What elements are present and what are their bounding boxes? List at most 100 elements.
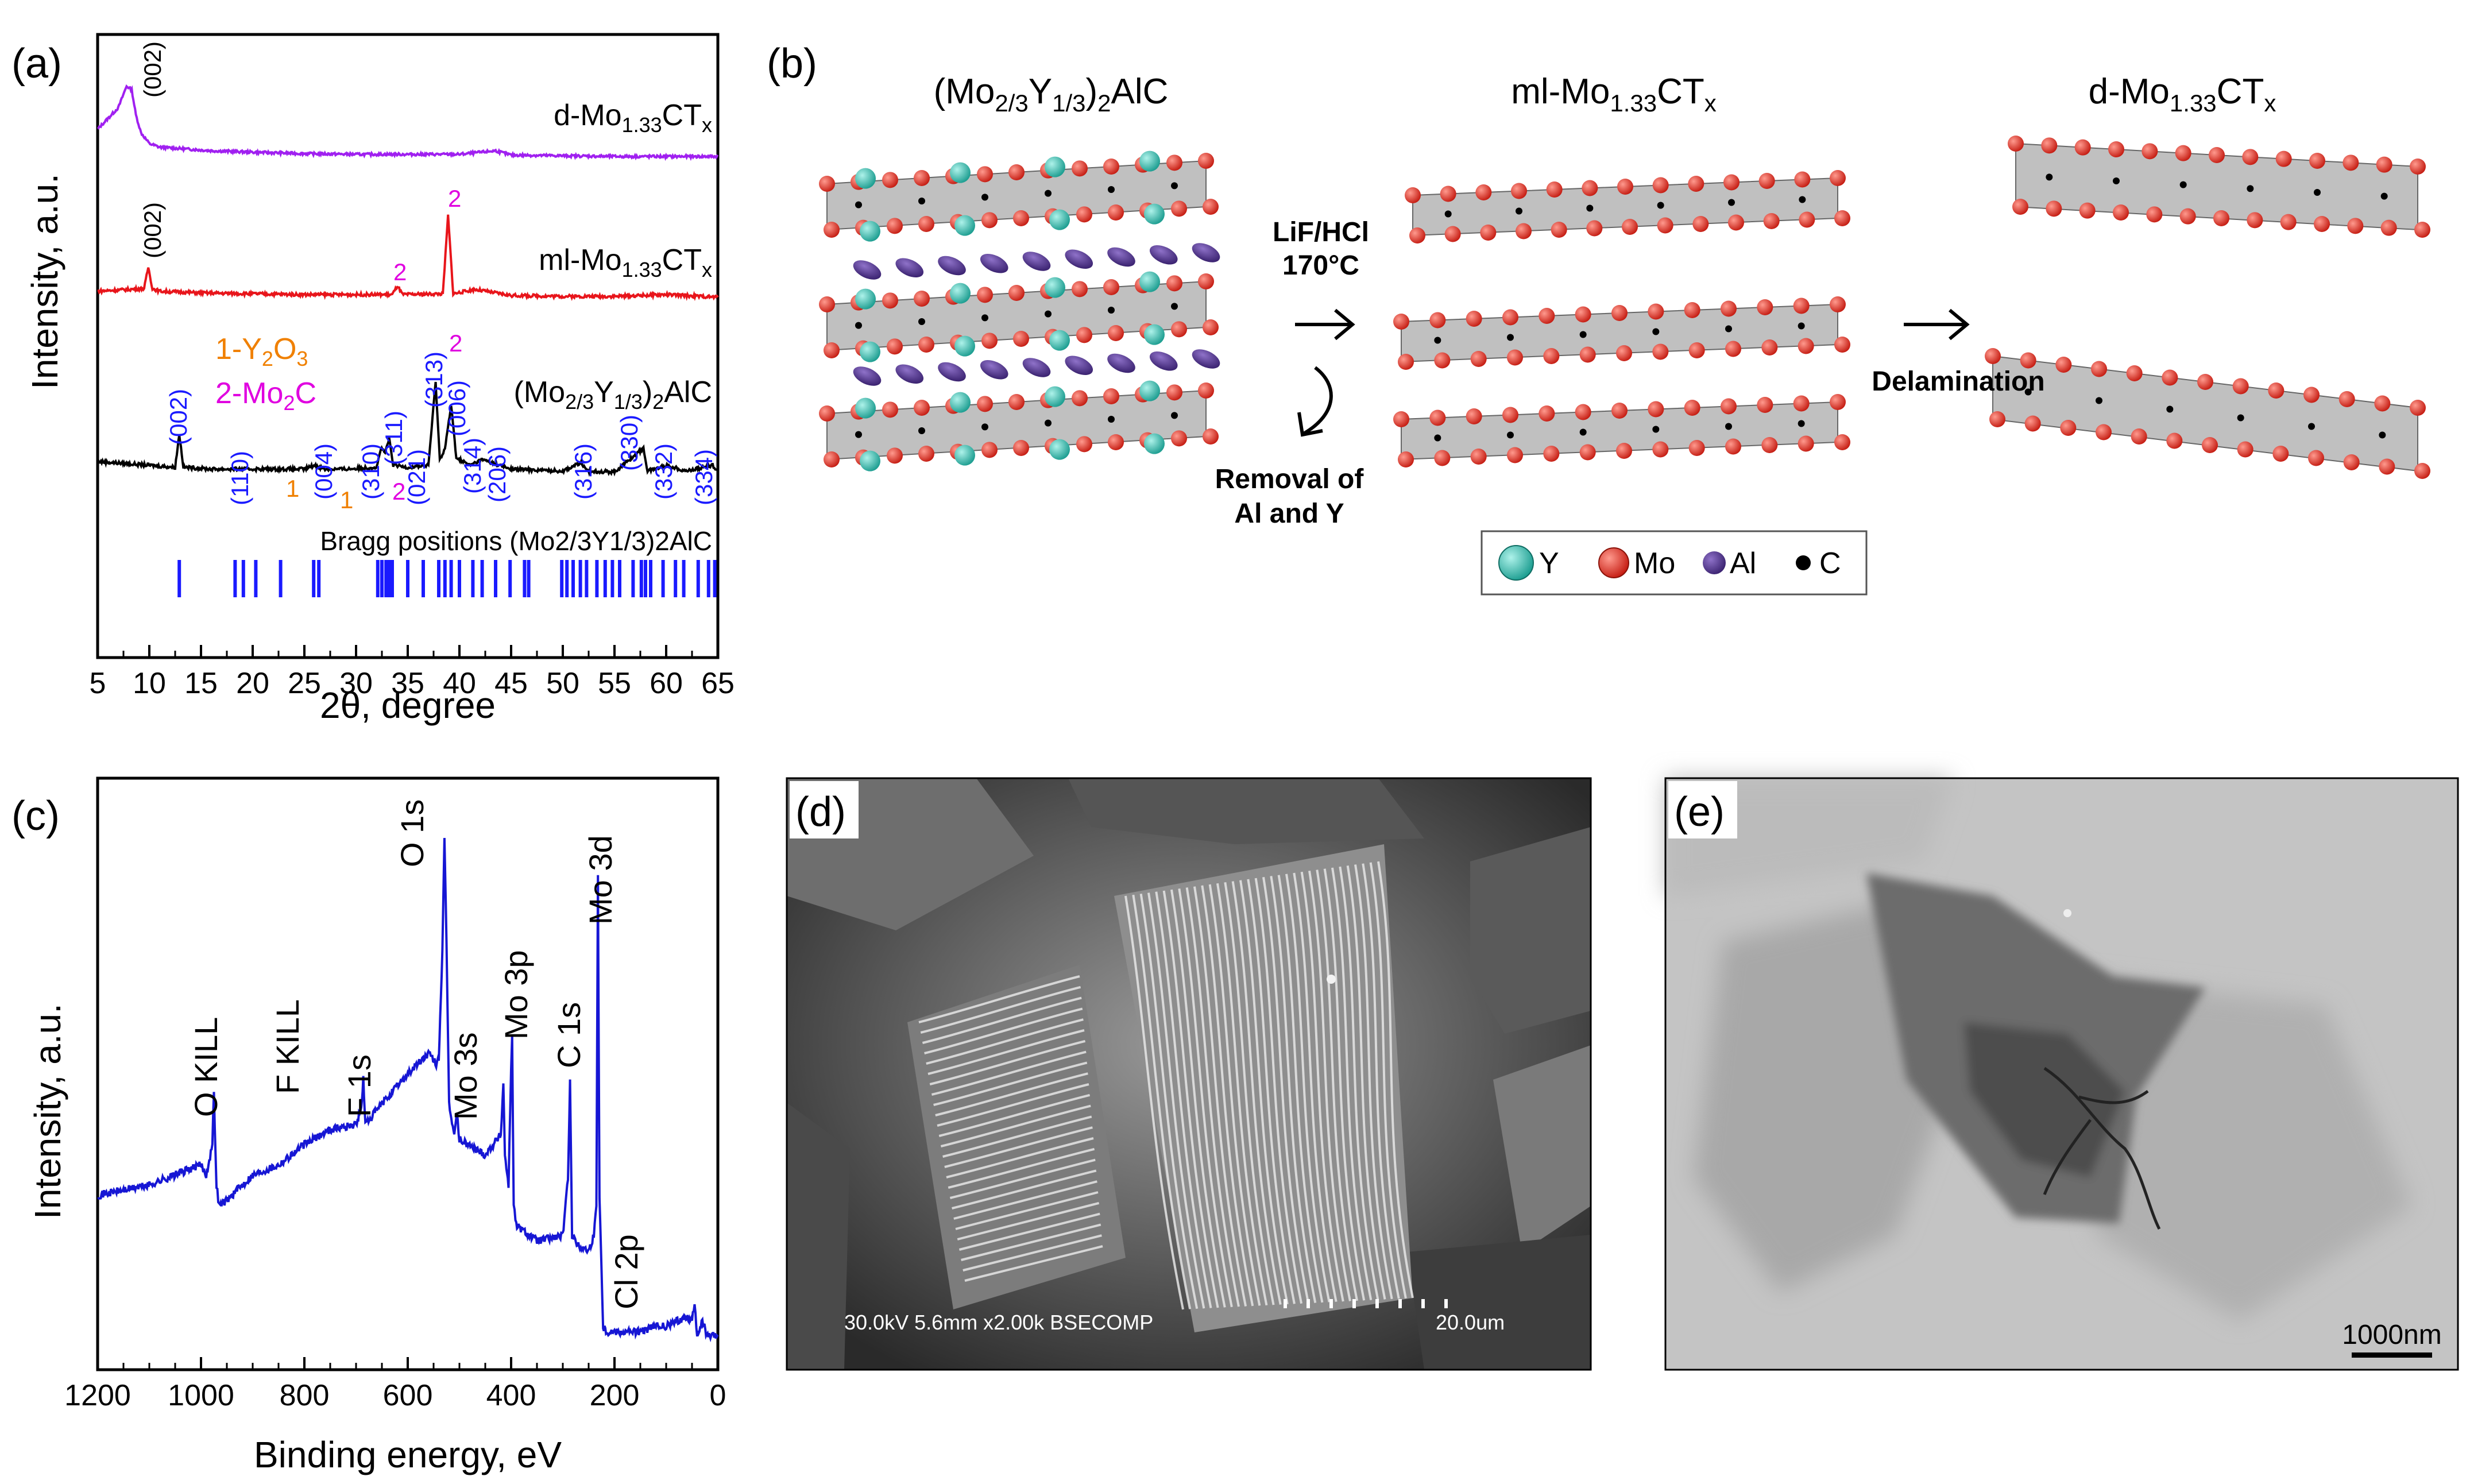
mo-atom [1429,312,1446,329]
x-tick-label-c: 800 [280,1379,330,1412]
mo-atom [819,176,835,192]
mo-atom [2414,463,2430,479]
mo-atom [2247,212,2263,229]
c-atom [1108,416,1115,423]
mo-atom [981,212,998,229]
mo-atom [1072,390,1088,407]
al-atom [1192,349,1220,369]
mo-atom [2146,206,2163,223]
al-atom [1065,249,1093,269]
mo-atom [2131,428,2147,445]
y-atom [1144,433,1165,454]
mo-atom [1166,384,1182,401]
c-atom [1657,202,1664,209]
al-atom [980,253,1008,273]
sem-layer-line [1185,887,1240,1307]
c-atom [1444,210,1452,218]
sem-layer-line [918,975,1080,1023]
mo-atom [1551,222,1567,238]
mo-atom [2179,208,2196,225]
xps-label-mo3s: Mo 3s [447,1033,484,1120]
mo-atom [1648,303,1664,320]
mo-atom [1757,397,1773,413]
series-label-ml: ml-Mo1.33CTx [539,244,712,281]
y-atom [1049,209,1070,230]
bragg-label: Bragg positions (Mo2/3Y1/3)2AlC [320,526,712,556]
mo-atom [2096,424,2112,440]
x-tick-label-a: 15 [184,667,218,700]
step-label-etchant: LiF/HCl [1273,217,1369,248]
sem-layer-line [958,1212,1100,1251]
c-atom [855,431,862,438]
peak-label-006: (006) [443,380,470,436]
mo-atom [1076,327,1092,343]
phase-mark-1a: 1 [286,475,299,502]
y-axis-label-a: Intensity, a.u. [24,173,65,389]
x-tick-label-a: 35 [391,667,424,700]
mo-atom [1830,394,1846,410]
x-tick-label-a: 20 [236,667,269,700]
peak-label-021: (021) [403,449,430,505]
mo-atom [2020,352,2036,369]
xrd-series-line [96,381,719,477]
x-tick-label-a: 25 [288,667,321,700]
atom-legend-c: C [1819,547,1841,580]
mo-atom [2209,147,2225,163]
step-label-temp: 170°C [1282,250,1359,281]
c-atom [1507,431,1514,439]
mo-atom [1076,206,1092,223]
c-atom [918,198,925,204]
xps-label-o1s: O 1s [394,799,430,867]
c-atom [2113,177,2120,184]
sem-layer-line [948,1147,1095,1189]
c-atom [1652,426,1660,433]
mo-atom [1989,411,2005,427]
mo-atom [2309,153,2325,169]
sem-layer-line [1124,895,1184,1310]
mo-atom [2314,216,2330,232]
curved-arrow-icon [1297,366,1333,437]
x-tick-label-c: 1000 [168,1379,234,1412]
x-tick-label-a: 50 [546,667,579,700]
mo-atom [1171,321,1187,338]
panel-label-box-e [1668,781,1737,838]
mo-atom [2242,149,2259,165]
mo-atom [1834,337,1850,353]
c-atom [2096,397,2102,404]
c-atom [1171,182,1178,190]
mo-atom [2237,441,2253,458]
phase-mark-1b: 1 [340,486,353,513]
x-tick-label-a: 65 [701,667,735,700]
al-atom [1192,243,1220,262]
mo-atom [1684,302,1700,318]
phase-mark-2c: 2 [448,185,461,212]
tem-speck [2063,909,2071,917]
c-atom [2237,414,2244,422]
series-group-a [96,84,719,477]
mo-atom [1622,219,1638,235]
sem-layer-line [944,1126,1093,1168]
mo-atom [1502,407,1518,423]
xrd-series-line [97,84,719,161]
sem-layer-line [1139,894,1199,1309]
c-atom [1171,412,1178,419]
sem-layer-line [1147,892,1205,1309]
mo-atom [1475,184,1492,200]
mo-atom [1013,331,1029,347]
mo-atom [914,291,930,307]
sem-layer-line [955,1191,1099,1230]
sem-layer-line [1346,865,1386,1300]
y-atom [950,392,971,413]
mo-atom [977,166,993,183]
mo-atom [1511,183,1527,199]
c-atom [1108,186,1115,193]
sem-layer-line [1239,880,1289,1305]
sem-layer-line [1323,868,1366,1301]
mo-atom [1579,444,1596,461]
al-atom [1107,247,1135,267]
phase-marks-a: 1 1 2 2 2 2 [286,185,462,513]
mo-atom [1466,311,1482,327]
panel-label-a: (a) [11,41,62,87]
mo-atom [2347,218,2364,234]
sem-layer-line [1224,882,1275,1305]
